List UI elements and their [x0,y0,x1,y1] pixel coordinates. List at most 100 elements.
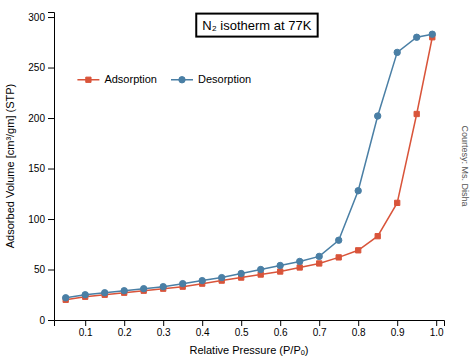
data-point [297,258,303,264]
title-box: N₂ isotherm at 77K [196,14,317,37]
series-line [66,34,433,298]
x-axis: 0.1 0.2 0.3 0.4 0.5 0.6 0.7 0.8 0.9 1.0 [55,320,445,338]
data-point [277,262,283,268]
data-point [375,234,380,239]
y-tick-mark [48,169,54,170]
data-point [219,274,225,280]
legend-label: Adsorption [104,73,157,85]
data-point [199,277,205,283]
x-tick-label: 0.9 [391,327,405,338]
x-tick: 0.5 [235,320,249,338]
y-tick-mark [48,320,54,321]
plot: 0.1 0.2 0.3 0.4 0.5 0.6 0.7 0.8 0.9 1.0 0 50 100 150 2… [28,12,444,338]
data-point [141,286,147,292]
data-point [180,280,186,286]
x-axis-title: Relative Pressure (P/Pₒ) [189,344,308,356]
x-tick-mark [124,320,125,326]
y-tick-mark [48,219,54,220]
x-tick-label: 0.3 [157,327,171,338]
x-tick-mark [319,320,320,326]
x-tick-mark [85,320,86,326]
y-tick-label: 0 [39,315,45,326]
chart: 0.1 0.2 0.3 0.4 0.5 0.6 0.7 0.8 0.9 1.0 0 50 100 150 2… [0,0,474,362]
x-tick-mark [358,320,359,326]
data-point [414,34,420,40]
legend-marker [86,77,91,82]
x-tick-label: 0.8 [352,327,366,338]
data-point [375,113,381,119]
data-point [429,31,435,37]
data-point [355,188,361,194]
data-point [336,237,342,243]
legend-marker [179,77,185,83]
x-axis-line [55,321,445,327]
y-axis: 0 50 100 150 200 250 300 [28,12,54,326]
legend-label: Desorption [198,73,251,85]
y-tick-label: 150 [28,163,45,174]
data-point [63,295,69,301]
data-point [317,261,322,266]
legend-item: Desorption [171,73,251,85]
x-tick-mark [241,320,242,326]
x-tick: 0.9 [391,320,405,338]
x-tick: 0.3 [157,320,171,338]
x-tick-label: 0.2 [118,327,132,338]
series-line [66,37,433,300]
data-point [258,266,264,272]
data-point [395,200,400,205]
x-tick-label: 0.1 [79,327,93,338]
y-tick: 150 [28,163,54,174]
x-tick-label: 1.0 [430,327,444,338]
x-tick-mark [202,320,203,326]
legend-item: Adsorption [77,73,157,85]
x-tick: 0.2 [118,320,132,338]
y-tick-label: 200 [28,113,45,124]
y-tick-label: 250 [28,62,45,73]
x-tick-label: 0.5 [235,327,249,338]
y-tick: 100 [28,214,54,225]
y-tick: 300 [28,12,54,23]
y-tick: 0 [39,315,54,326]
data-point [160,283,166,289]
x-tick-mark [280,320,281,326]
y-axis-title: Adsorbed Volume [cm³/gm] (STP) [4,84,16,248]
x-tick: 0.8 [352,320,366,338]
y-tick-label: 100 [28,214,45,225]
x-tick: 0.1 [79,320,93,338]
y-tick-mark [48,270,54,271]
y-tick-label: 50 [34,264,46,275]
y-tick-mark [48,17,54,18]
data-point [278,269,283,274]
x-tick-mark [436,320,437,326]
data-point [336,255,341,260]
data-point [394,49,400,55]
x-tick: 0.7 [313,320,327,338]
data-point [316,253,322,259]
data-point [238,270,244,276]
y-tick-label: 300 [28,12,45,23]
legend: Adsorption Desorption [77,73,251,85]
data-point [102,290,108,296]
y-tick: 50 [34,264,54,275]
y-axis-line [48,13,55,321]
x-tick-label: 0.4 [196,327,210,338]
data-point [356,248,361,253]
y-tick: 200 [28,113,54,124]
data-point [82,292,88,298]
x-tick-label: 0.7 [313,327,327,338]
x-tick-mark [397,320,398,326]
y-tick: 250 [28,62,54,73]
data-point [297,265,302,270]
x-tick: 0.4 [196,320,210,338]
y-tick-mark [48,118,54,119]
x-tick: 0.6 [274,320,288,338]
data-point [121,288,127,294]
x-tick: 1.0 [430,320,444,338]
data-layer [63,31,436,302]
x-tick-label: 0.6 [274,327,288,338]
data-point [414,111,419,116]
x-tick-mark [163,320,164,326]
title: N₂ isotherm at 77K [202,18,311,33]
y-tick-mark [48,68,54,69]
annotation: Courtesy: Ms. Disha [460,125,470,206]
